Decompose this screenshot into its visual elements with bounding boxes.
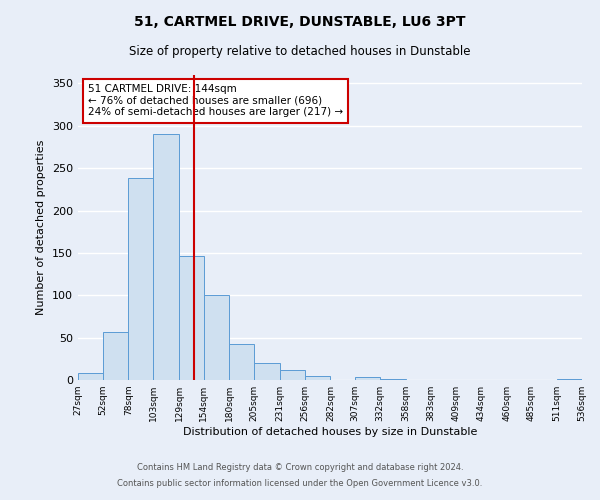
- Bar: [153, 134, 179, 380]
- Text: Contains HM Land Registry data © Crown copyright and database right 2024.: Contains HM Land Registry data © Crown c…: [137, 464, 463, 472]
- Bar: [229, 344, 254, 380]
- Bar: [204, 296, 229, 380]
- Text: Contains public sector information licensed under the Open Government Licence v3: Contains public sector information licen…: [118, 478, 482, 488]
- Text: 51 CARTMEL DRIVE: 144sqm
← 76% of detached houses are smaller (696)
24% of semi-: 51 CARTMEL DRIVE: 144sqm ← 76% of detach…: [88, 84, 343, 117]
- Bar: [254, 363, 280, 380]
- Bar: [280, 370, 305, 380]
- Text: Size of property relative to detached houses in Dunstable: Size of property relative to detached ho…: [129, 45, 471, 58]
- X-axis label: Distribution of detached houses by size in Dunstable: Distribution of detached houses by size …: [183, 427, 477, 437]
- Bar: [380, 379, 406, 380]
- Text: 51, CARTMEL DRIVE, DUNSTABLE, LU6 3PT: 51, CARTMEL DRIVE, DUNSTABLE, LU6 3PT: [134, 15, 466, 29]
- Bar: [557, 379, 582, 380]
- Bar: [305, 376, 331, 380]
- Bar: [103, 332, 128, 380]
- Bar: [355, 378, 380, 380]
- Y-axis label: Number of detached properties: Number of detached properties: [37, 140, 46, 315]
- Bar: [179, 256, 204, 380]
- Bar: [128, 178, 153, 380]
- Bar: [78, 373, 103, 380]
